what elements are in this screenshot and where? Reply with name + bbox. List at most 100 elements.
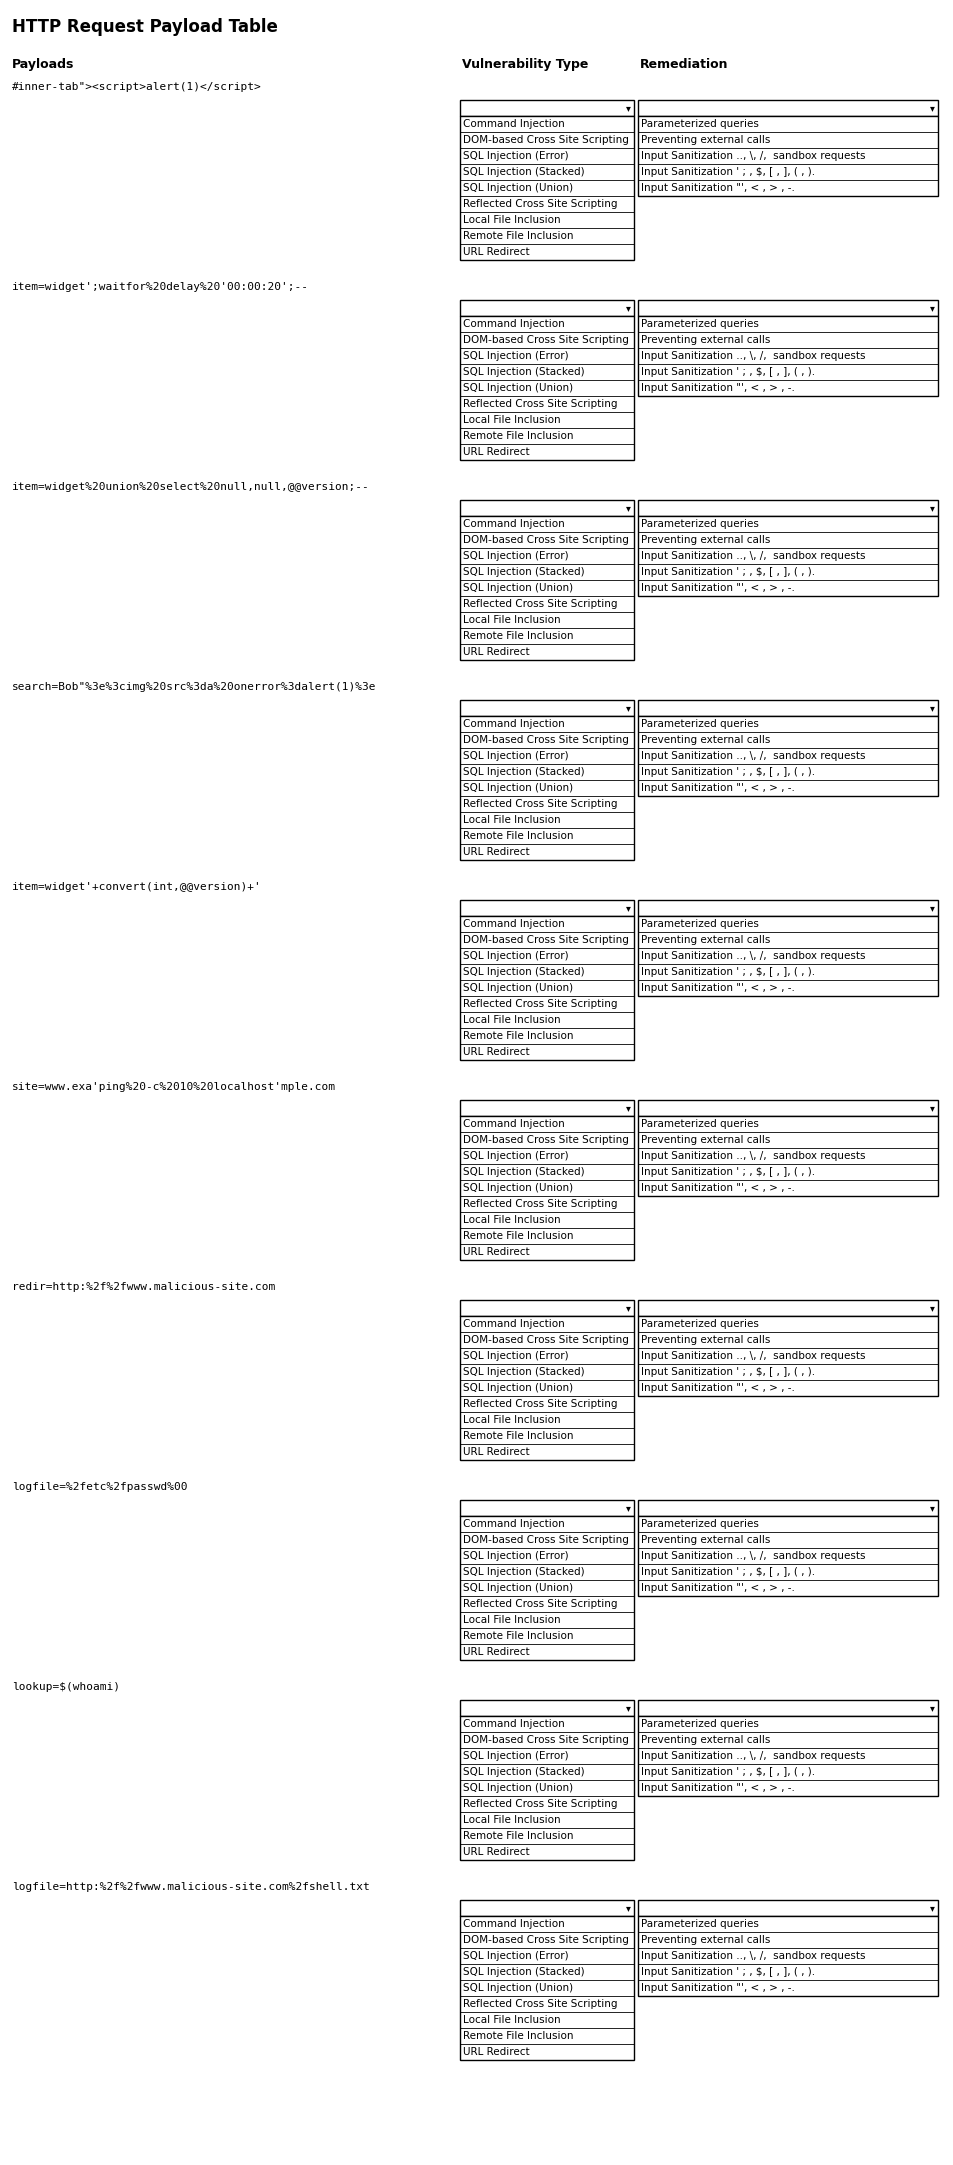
Bar	[638, 100, 937, 117]
Text: SQL Injection (Stacked): SQL Injection (Stacked)	[462, 1167, 584, 1178]
Text: Input Sanitization .., \, /,  sandbox requests: Input Sanitization .., \, /, sandbox req…	[640, 1152, 864, 1160]
Text: Command Injection: Command Injection	[462, 1119, 564, 1128]
Bar	[459, 1316, 634, 1459]
Text: Remote File Inclusion: Remote File Inclusion	[462, 1232, 573, 1241]
Text: SQL Injection (Stacked): SQL Injection (Stacked)	[462, 968, 584, 976]
Text: SQL Injection (Union): SQL Injection (Union)	[462, 784, 573, 792]
Text: ▾: ▾	[625, 704, 630, 712]
Text: Reflected Cross Site Scripting: Reflected Cross Site Scripting	[462, 1600, 617, 1609]
Text: Input Sanitization "', < , > , -.: Input Sanitization "', < , > , -.	[640, 582, 794, 593]
Text: Input Sanitization .., \, /,  sandbox requests: Input Sanitization .., \, /, sandbox req…	[640, 552, 864, 561]
Text: SQL Injection (Stacked): SQL Injection (Stacked)	[462, 1968, 584, 1977]
Text: Local File Inclusion: Local File Inclusion	[462, 615, 560, 626]
Text: Parameterized queries: Parameterized queries	[640, 1119, 758, 1128]
Text: ▾: ▾	[928, 502, 933, 513]
Bar	[638, 301, 937, 316]
Text: SQL Injection (Union): SQL Injection (Union)	[462, 1182, 573, 1193]
Text: Preventing external calls: Preventing external calls	[640, 1336, 770, 1344]
Bar	[638, 1115, 937, 1195]
Text: Command Injection: Command Injection	[462, 1520, 564, 1528]
Text: Input Sanitization .., \, /,  sandbox requests: Input Sanitization .., \, /, sandbox req…	[640, 751, 864, 762]
Text: Remote File Inclusion: Remote File Inclusion	[462, 232, 573, 240]
Bar	[459, 1717, 634, 1860]
Bar	[459, 1500, 634, 1515]
Text: URL Redirect: URL Redirect	[462, 1247, 529, 1258]
Text: Input Sanitization "', < , > , -.: Input Sanitization "', < , > , -.	[640, 784, 794, 792]
Text: ▾: ▾	[625, 104, 630, 113]
Text: ▾: ▾	[625, 1102, 630, 1113]
Bar	[638, 1717, 937, 1797]
Text: Remote File Inclusion: Remote File Inclusion	[462, 630, 573, 641]
Text: SQL Injection (Stacked): SQL Injection (Stacked)	[462, 1567, 584, 1576]
Text: site=www.exa'ping%20-c%2010%20localhost'mple.com: site=www.exa'ping%20-c%2010%20localhost'…	[12, 1082, 335, 1091]
Text: SQL Injection (Union): SQL Injection (Union)	[462, 1583, 573, 1593]
Text: Input Sanitization "', < , > , -.: Input Sanitization "', < , > , -.	[640, 184, 794, 193]
Bar	[459, 117, 634, 260]
Bar	[638, 1700, 937, 1717]
Text: SQL Injection (Union): SQL Injection (Union)	[462, 1784, 573, 1793]
Text: Input Sanitization ' ; , $, [ , ], ( , ).: Input Sanitization ' ; , $, [ , ], ( , )…	[640, 1167, 814, 1178]
Text: Input Sanitization "', < , > , -.: Input Sanitization "', < , > , -.	[640, 383, 794, 394]
Text: Local File Inclusion: Local File Inclusion	[462, 1416, 560, 1425]
Text: Reflected Cross Site Scripting: Reflected Cross Site Scripting	[462, 600, 617, 608]
Text: Remote File Inclusion: Remote File Inclusion	[462, 1832, 573, 1840]
Bar	[638, 515, 937, 595]
Text: ▾: ▾	[928, 1503, 933, 1513]
Text: SQL Injection (Error): SQL Injection (Error)	[462, 1152, 568, 1160]
Text: Command Injection: Command Injection	[462, 918, 564, 929]
Text: Remediation: Remediation	[639, 58, 728, 71]
Text: SQL Injection (Error): SQL Injection (Error)	[462, 552, 568, 561]
Text: Parameterized queries: Parameterized queries	[640, 318, 758, 329]
Text: Input Sanitization ' ; , $, [ , ], ( , ).: Input Sanitization ' ; , $, [ , ], ( , )…	[640, 1366, 814, 1377]
Text: Command Injection: Command Injection	[462, 1918, 564, 1929]
Text: Remote File Inclusion: Remote File Inclusion	[462, 1630, 573, 1641]
Text: Reflected Cross Site Scripting: Reflected Cross Site Scripting	[462, 199, 617, 210]
Text: URL Redirect: URL Redirect	[462, 1847, 529, 1858]
Text: ▾: ▾	[928, 1704, 933, 1713]
Text: Reflected Cross Site Scripting: Reflected Cross Site Scripting	[462, 998, 617, 1009]
Text: Reflected Cross Site Scripting: Reflected Cross Site Scripting	[462, 398, 617, 409]
Text: Input Sanitization ' ; , $, [ , ], ( , ).: Input Sanitization ' ; , $, [ , ], ( , )…	[640, 167, 814, 178]
Text: SQL Injection (Error): SQL Injection (Error)	[462, 950, 568, 961]
Text: ▾: ▾	[625, 303, 630, 314]
Text: ▾: ▾	[928, 303, 933, 314]
Text: SQL Injection (Stacked): SQL Injection (Stacked)	[462, 567, 584, 578]
Text: DOM-based Cross Site Scripting: DOM-based Cross Site Scripting	[462, 1336, 628, 1344]
Text: Local File Inclusion: Local File Inclusion	[462, 2016, 560, 2024]
Text: item=widget%20union%20select%20null,null,@@version;--: item=widget%20union%20select%20null,null…	[12, 483, 370, 491]
Text: Command Injection: Command Injection	[462, 1318, 564, 1329]
Bar	[459, 515, 634, 660]
Bar	[459, 1901, 634, 1916]
Text: Input Sanitization .., \, /,  sandbox requests: Input Sanitization .., \, /, sandbox req…	[640, 1751, 864, 1760]
Bar	[638, 1316, 937, 1396]
Bar	[638, 1516, 937, 1596]
Text: Reflected Cross Site Scripting: Reflected Cross Site Scripting	[462, 1799, 617, 1810]
Text: search=Bob"%3e%3cimg%20src%3da%20onerror%3dalert(1)%3e: search=Bob"%3e%3cimg%20src%3da%20onerror…	[12, 682, 376, 693]
Text: ▾: ▾	[625, 1503, 630, 1513]
Text: ▾: ▾	[625, 1303, 630, 1312]
Text: Input Sanitization .., \, /,  sandbox requests: Input Sanitization .., \, /, sandbox req…	[640, 351, 864, 362]
Text: Input Sanitization ' ; , $, [ , ], ( , ).: Input Sanitization ' ; , $, [ , ], ( , )…	[640, 968, 814, 976]
Text: Preventing external calls: Preventing external calls	[640, 1535, 770, 1546]
Bar	[459, 901, 634, 916]
Text: Preventing external calls: Preventing external calls	[640, 336, 770, 344]
Text: Preventing external calls: Preventing external calls	[640, 535, 770, 546]
Text: Preventing external calls: Preventing external calls	[640, 935, 770, 944]
Text: Input Sanitization ' ; , $, [ , ], ( , ).: Input Sanitization ' ; , $, [ , ], ( , )…	[640, 766, 814, 777]
Text: SQL Injection (Error): SQL Injection (Error)	[462, 152, 568, 160]
Text: SQL Injection (Union): SQL Injection (Union)	[462, 582, 573, 593]
Bar	[638, 1100, 937, 1115]
Text: DOM-based Cross Site Scripting: DOM-based Cross Site Scripting	[462, 336, 628, 344]
Bar	[638, 117, 937, 197]
Text: Command Injection: Command Injection	[462, 318, 564, 329]
Text: SQL Injection (Error): SQL Injection (Error)	[462, 1751, 568, 1760]
Bar	[638, 1500, 937, 1515]
Text: Reflected Cross Site Scripting: Reflected Cross Site Scripting	[462, 799, 617, 810]
Text: URL Redirect: URL Redirect	[462, 2046, 529, 2057]
Text: Local File Inclusion: Local File Inclusion	[462, 1015, 560, 1024]
Text: Input Sanitization .., \, /,  sandbox requests: Input Sanitization .., \, /, sandbox req…	[640, 1351, 864, 1362]
Text: URL Redirect: URL Redirect	[462, 647, 529, 656]
Text: Preventing external calls: Preventing external calls	[640, 734, 770, 745]
Text: SQL Injection (Stacked): SQL Injection (Stacked)	[462, 1767, 584, 1777]
Bar	[459, 699, 634, 717]
